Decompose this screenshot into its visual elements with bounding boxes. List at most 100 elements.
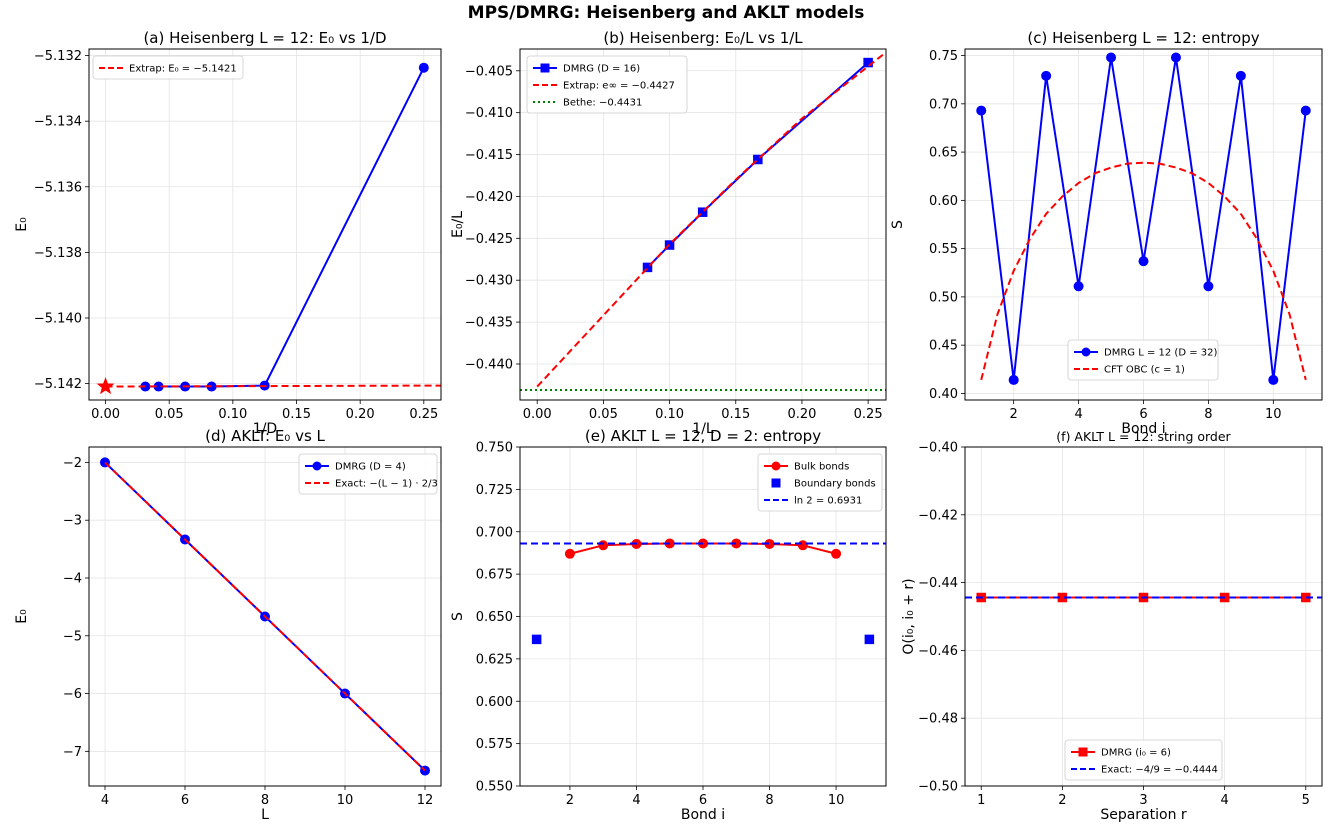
legend: Bulk bonds Boundary bonds ln 2 = 0.6931	[757, 453, 883, 512]
legend-label: DMRG L = 12 (D = 32)	[1104, 348, 1217, 359]
panel-title: (d) AKLT: E₀ vs L	[205, 427, 325, 445]
data-point	[863, 57, 873, 68]
legend-marker	[312, 461, 322, 471]
y-tick-label: −7	[63, 745, 82, 760]
series-a-2	[96, 377, 115, 395]
axes-frame	[88, 48, 442, 401]
series-line	[980, 161, 1307, 381]
legend-marker	[1078, 747, 1088, 757]
x-tick-label: 6	[1139, 407, 1147, 422]
x-tick-label: 8	[261, 793, 269, 808]
x-tick-label: 0.25	[409, 407, 438, 422]
y-tick-label: 0.675	[476, 568, 513, 583]
y-tick-label: −5.132	[34, 49, 82, 64]
data-point	[1073, 281, 1084, 292]
plot-area	[520, 50, 886, 391]
y-tick-label: −0.50	[918, 780, 958, 795]
series-e-1	[531, 634, 875, 645]
data-point	[531, 634, 542, 645]
legend-label: DMRG (D = 16)	[563, 64, 640, 75]
panel-title: (e) AKLT L = 12, D = 2: entropy	[585, 427, 821, 445]
y-tick-label: 0.650	[476, 610, 513, 625]
y-tick-label: −0.40	[918, 441, 958, 456]
panel-title: (b) Heisenberg: E₀/L vs 1/L	[603, 29, 803, 47]
y-tick-label: −0.42	[918, 508, 958, 523]
axes-frame	[519, 48, 887, 401]
y-tick-label: 0.50	[929, 290, 958, 305]
panel-c: 2 4 6 8 10 0.40 0.45 0.50 0.55 0.60 0.65 0.70 0.75 (c…	[890, 29, 1323, 437]
y-tick-label: −5	[63, 629, 82, 644]
y-tick-label: −0.435	[465, 316, 513, 331]
data-point	[1235, 70, 1246, 81]
y-tick-label: −2	[63, 456, 82, 471]
x-tick-label: 10	[1265, 407, 1282, 422]
data-point	[642, 262, 653, 273]
data-point	[1041, 70, 1052, 81]
y-tick-label: −4	[63, 571, 82, 586]
data-point	[831, 548, 842, 559]
axes-frame	[964, 446, 1323, 787]
x-tick-label: 3	[1139, 793, 1147, 808]
series-line	[536, 50, 886, 388]
legend-label: DMRG (D = 4)	[335, 462, 406, 473]
x-tick-label: 10	[337, 793, 354, 808]
x-tick-label: 4	[632, 793, 640, 808]
data-point	[976, 105, 987, 116]
x-tick-label: 8	[765, 793, 773, 808]
data-point	[753, 154, 763, 165]
series-b-1	[536, 50, 886, 388]
legend-label: Boundary bonds	[794, 479, 876, 490]
series-line	[104, 461, 426, 772]
y-tick-label: −0.420	[465, 190, 513, 205]
x-tick-label: 8	[1204, 407, 1212, 422]
series-line	[105, 384, 441, 388]
data-point	[697, 207, 708, 217]
data-point	[1170, 52, 1181, 63]
plot-area	[520, 538, 886, 645]
data-point	[96, 377, 115, 395]
legend-box	[757, 453, 883, 512]
data-point	[864, 634, 875, 645]
x-tick-label: 1	[977, 793, 985, 808]
legend: DMRG (D = 4) Exact: −(L − 1) · 2/3	[298, 453, 438, 495]
legend-label: Extrap: E₀ = −5.1421	[129, 64, 237, 75]
y-tick-label: −0.425	[465, 232, 513, 247]
y-tick-label: 0.65	[929, 146, 958, 161]
x-axis-label: Bond i	[1121, 421, 1165, 437]
data-point	[598, 540, 609, 551]
y-tick-label: −0.46	[918, 644, 958, 659]
y-tick-label: 0.725	[476, 483, 513, 498]
data-point	[797, 540, 808, 551]
y-axis-label: E₀	[14, 217, 30, 232]
x-axis-label: Separation r	[1100, 807, 1187, 823]
plot-area	[96, 62, 441, 395]
y-tick-label: −5.138	[34, 246, 82, 261]
panel-title: (f) AKLT L = 12: string order	[1056, 429, 1231, 444]
x-tick-label: 2	[1058, 793, 1066, 808]
legend-label: Extrap: e∞ = −0.4427	[563, 81, 675, 92]
y-tick-label: 0.600	[476, 695, 513, 710]
y-axis-label: O(i₀, i₀ + r)	[901, 578, 917, 654]
y-tick-label: −0.405	[465, 64, 513, 79]
legend-marker	[771, 478, 781, 488]
x-axis-label: Bond i	[681, 807, 725, 823]
axes-frame	[964, 48, 1323, 401]
data-point	[418, 62, 429, 73]
x-tick-label: 0.20	[346, 407, 375, 422]
series-a-1	[105, 384, 441, 388]
data-point	[1106, 52, 1117, 63]
series-line	[145, 67, 425, 388]
data-point	[1138, 256, 1149, 267]
plot-area	[100, 457, 430, 776]
y-tick-label: −0.410	[465, 106, 513, 121]
data-point	[1268, 374, 1279, 385]
y-tick-label: 0.70	[929, 97, 958, 112]
x-tick-label: 5	[1302, 793, 1310, 808]
panel-f: 1 2 3 4 5 −0.50 −0.48 −0.46 −0.44 −0.42 −0.40 (f) A…	[901, 429, 1323, 823]
y-tick-label: −5.136	[34, 180, 82, 195]
series-d-1	[104, 461, 426, 772]
legend-box	[1064, 739, 1223, 781]
x-tick-label: 0.10	[655, 407, 684, 422]
x-tick-label: 0.20	[787, 407, 816, 422]
